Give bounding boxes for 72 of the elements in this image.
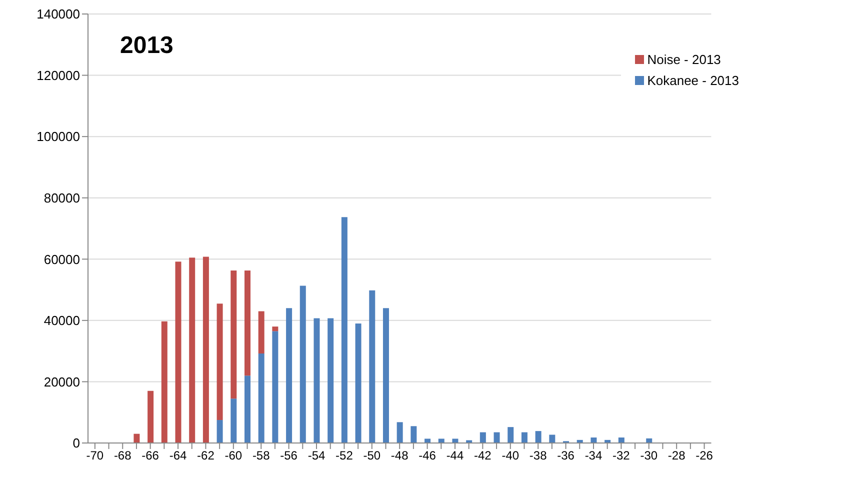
legend-label: Kokanee - 2013 — [647, 73, 739, 88]
bar — [590, 437, 597, 443]
x-tick-label: -66 — [142, 448, 160, 463]
bar — [272, 331, 278, 443]
bar — [216, 304, 223, 420]
y-tick-label: 140000 — [36, 6, 80, 22]
text: 2013 — [120, 32, 174, 60]
bar — [244, 376, 250, 443]
y-tick-label: 80000 — [44, 190, 80, 206]
y-tick-label: 100000 — [36, 129, 80, 144]
bar — [535, 431, 542, 443]
x-tick-label: -30 — [640, 448, 658, 463]
x-tick-label: -38 — [529, 448, 548, 463]
bar — [286, 308, 292, 443]
bar — [452, 438, 458, 443]
bar — [521, 432, 528, 443]
bar — [618, 437, 624, 443]
x-tick-label: -54 — [308, 448, 326, 463]
y-tick-label: 60000 — [44, 252, 80, 267]
bar — [480, 432, 486, 443]
bar — [230, 270, 237, 399]
x-tick-label: -40 — [502, 448, 520, 463]
x-tick-label: -56 — [280, 448, 298, 463]
bar — [355, 323, 362, 443]
x-tick-label: -34 — [584, 448, 602, 463]
bar — [258, 354, 264, 443]
y-tick-label: 120000 — [36, 68, 80, 83]
bar — [161, 321, 168, 443]
bar — [410, 426, 417, 443]
x-tick-label: -26 — [696, 448, 714, 463]
bar — [438, 438, 444, 443]
bar — [369, 290, 376, 443]
bar — [508, 427, 514, 443]
bar — [494, 432, 500, 443]
bar — [314, 318, 320, 443]
bar — [189, 258, 196, 443]
bar — [341, 217, 348, 443]
bar — [466, 440, 472, 443]
y-tick-label: 20000 — [44, 374, 80, 390]
bar — [272, 326, 278, 332]
bar — [328, 318, 334, 443]
x-tick-label: -42 — [474, 448, 492, 463]
bar — [258, 311, 264, 354]
x-tick-label: -32 — [612, 448, 630, 463]
y-tick-label: 0 — [72, 436, 80, 451]
x-tick-label: -52 — [336, 448, 354, 463]
bar — [396, 422, 403, 443]
bar — [216, 420, 223, 443]
x-tick-label: -64 — [169, 448, 188, 463]
x-tick-label: -50 — [363, 448, 381, 463]
bar — [382, 308, 389, 443]
x-tick-label: -68 — [114, 448, 132, 463]
y-tick-label: 40000 — [44, 313, 80, 328]
bar — [148, 390, 154, 443]
x-tick-label: -62 — [197, 448, 215, 463]
bar — [134, 434, 140, 443]
x-tick-label: -44 — [446, 448, 464, 463]
x-tick-label: -70 — [86, 448, 104, 463]
x-tick-label: -46 — [418, 448, 436, 463]
x-tick-label: -48 — [390, 448, 409, 463]
bar — [202, 256, 209, 443]
x-tick-label: -60 — [224, 448, 242, 463]
bar — [549, 434, 556, 443]
x-tick-label: -58 — [252, 448, 270, 463]
bar — [244, 270, 250, 376]
bar — [175, 262, 182, 443]
legend-label: Noise - 2013 — [647, 52, 721, 67]
x-tick-label: -36 — [557, 448, 575, 463]
bar — [300, 286, 306, 443]
x-tick-label: -28 — [668, 448, 686, 463]
bar — [230, 398, 237, 443]
bar — [424, 438, 431, 443]
